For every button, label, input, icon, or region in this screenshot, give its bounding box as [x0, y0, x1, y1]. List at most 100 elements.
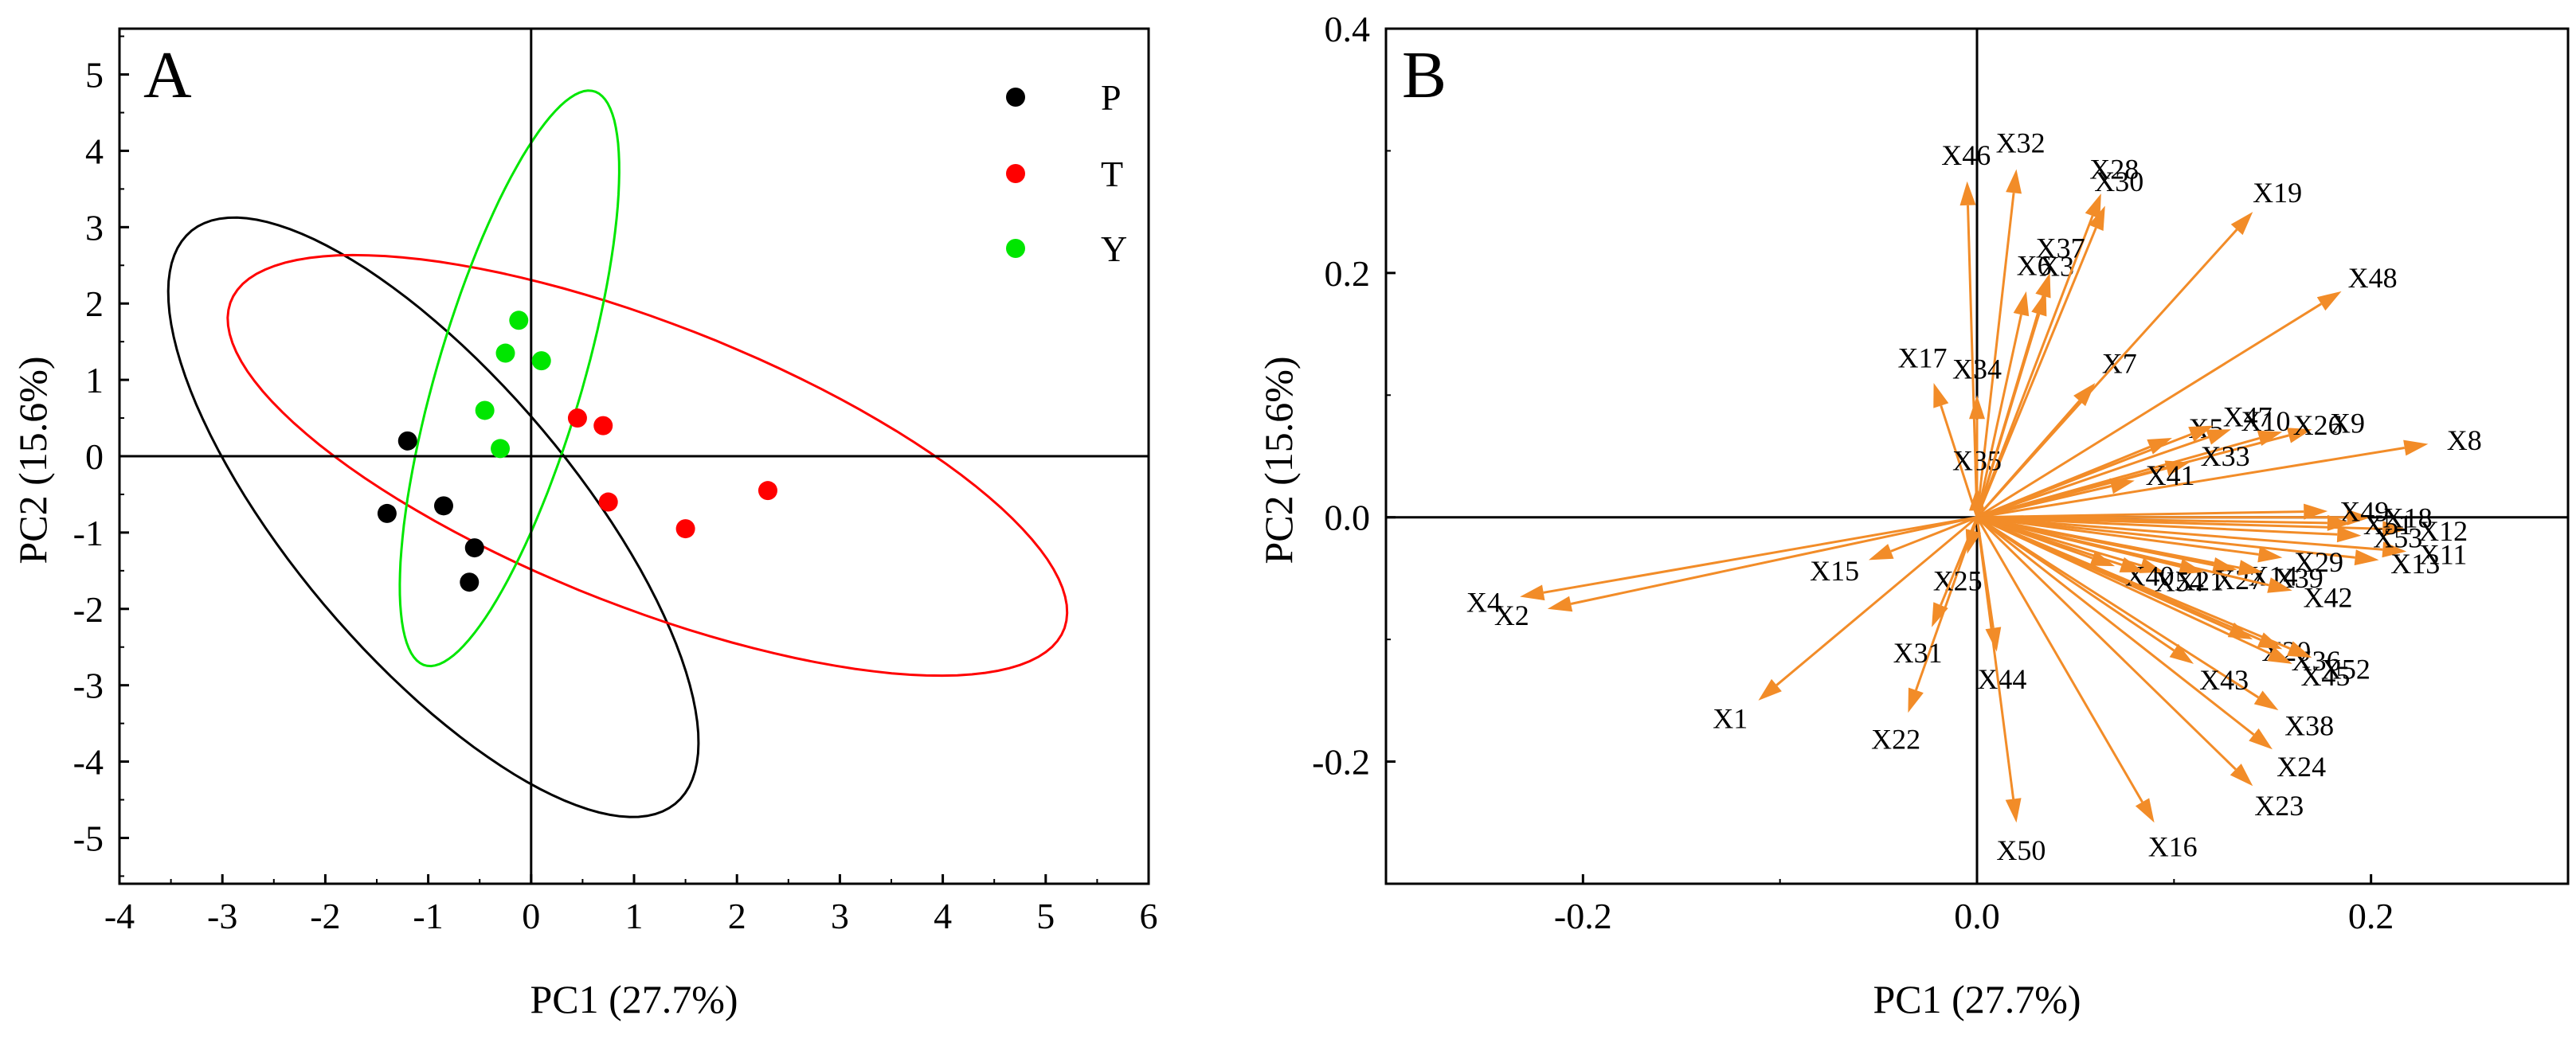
loading-x30: X30 [1975, 166, 2143, 518]
loading-arrow-line [1976, 516, 2175, 652]
loading-arrow-line [1976, 516, 2272, 655]
loading-arrow-line [1976, 436, 2210, 519]
panel-a-x-tick-label: -1 [413, 896, 443, 936]
loading-x4: X4 [1466, 516, 1978, 618]
loading-x39: X39 [1976, 516, 2323, 594]
loading-x1: X1 [1713, 516, 1978, 735]
loading-arrow-head [2119, 557, 2145, 572]
loading-label: X44 [1977, 663, 2026, 695]
loading-arrow-head [1547, 596, 1573, 612]
panel-a-y-tick-label: -2 [73, 589, 104, 630]
loading-arrow-line [1975, 516, 2143, 803]
loading-arrow-line [1976, 516, 2291, 650]
loading-arrow-head [2382, 521, 2407, 537]
legend-label-p: P [1101, 77, 1122, 118]
loading-x23: X23 [1975, 516, 2304, 822]
panel-b-y-tick-label: 0.0 [1325, 498, 1371, 538]
loading-arrow-head [2253, 690, 2279, 711]
loading-arrow-line [1976, 516, 2240, 569]
loading-x18: X18 [1977, 502, 2433, 534]
point-p [433, 496, 453, 516]
panel-a-y-tick-label: 1 [85, 360, 104, 400]
loading-arrow-line [1976, 433, 2192, 519]
loading-label: X15 [1810, 555, 1859, 587]
panel-b-x-tick-label: 0.2 [2348, 896, 2394, 936]
loading-arrow-head [2013, 291, 2030, 317]
panel-a-x-axis-title: PC1 (27.7%) [530, 977, 738, 1021]
loading-label: X6 [2017, 250, 2052, 282]
loading-arrow-line [1976, 516, 2327, 525]
loading-arrow-head [2206, 429, 2232, 445]
loading-arrow-line [1976, 516, 2255, 736]
point-t [758, 481, 777, 501]
loading-arrow-line [1976, 516, 2259, 556]
loading-arrow-head [1933, 382, 1949, 408]
loading-label: X31 [1893, 637, 1943, 669]
panel-b-x-tick-label: -0.2 [1554, 896, 1612, 936]
panel-a-y-tick-label: 4 [85, 131, 104, 171]
loading-arrow-line [1890, 516, 1978, 553]
loading-arrow-head [1908, 687, 1924, 713]
loading-x7: X7 [1975, 347, 2137, 518]
loading-x47: X47 [1976, 400, 2273, 519]
loading-arrow-head [2089, 205, 2105, 232]
loading-arrow-head [2249, 728, 2273, 750]
loading-arrow-line [1976, 516, 2338, 536]
panel-b-y-tick-label: 0.2 [1325, 253, 1371, 294]
loading-x19: X19 [1975, 177, 2302, 518]
loading-label: X38 [2284, 709, 2334, 741]
panel-b-letter: B [1402, 38, 1447, 112]
loading-x32: X32 [1975, 127, 2046, 518]
loading-label: X4 [1466, 586, 1501, 618]
loading-arrow-line [1976, 485, 2112, 519]
loading-arrow-line [1975, 227, 2097, 518]
point-t [675, 519, 695, 539]
loading-x52: X52 [1976, 516, 2370, 685]
loading-x13: X13 [1976, 516, 2440, 580]
loading-arrow-head [2316, 291, 2342, 311]
loading-arrow-line [1543, 516, 1978, 594]
panel-a-points [377, 311, 777, 592]
loading-arrow-head [2006, 169, 2022, 194]
panel-a-x-tick-label: -2 [310, 896, 340, 936]
panel-a-x-tick-label: 1 [625, 896, 644, 936]
loading-label: X52 [2321, 653, 2370, 685]
panel-a-x-tick-label: 0 [522, 896, 540, 936]
panel-a-x-tick-label: 5 [1036, 896, 1055, 936]
loading-arrow-line [1940, 517, 1979, 606]
loading-label: X11 [2419, 538, 2468, 570]
legend-marker-t [1006, 164, 1025, 183]
loading-x48: X48 [1976, 262, 2398, 518]
loading-arrow-line [1975, 215, 2094, 518]
loading-arrow-line [1976, 303, 2322, 518]
loading-x16: X16 [1975, 516, 2198, 863]
loading-arrow-head [2354, 549, 2379, 566]
point-y [509, 311, 529, 330]
loading-label: X12 [2418, 515, 2468, 547]
loading-arrow-head [2257, 546, 2283, 563]
panel-a-y-tick-label: 2 [85, 283, 104, 324]
ellipse-t [226, 253, 1069, 678]
panel-a-x-tick-label: 2 [728, 896, 746, 936]
loading-arrow-head [1520, 584, 1545, 601]
loading-arrow-line [1976, 516, 2269, 587]
loading-x53: X53 [1976, 516, 2422, 553]
panel-a-y-tick-label: 5 [85, 55, 104, 96]
loading-x10: X10 [1976, 405, 2291, 519]
loading-arrow-head [2347, 509, 2371, 525]
loading-x49: X49 [1976, 495, 2389, 527]
ellipse-p [166, 216, 700, 818]
loading-arrow-head [2035, 272, 2051, 299]
loading-x34: X34 [1952, 353, 2002, 518]
loading-arrow-head [2073, 382, 2096, 407]
panel-a-legend: P T Y [1006, 77, 1127, 269]
point-y [491, 439, 511, 459]
loading-label: X16 [2148, 831, 2198, 863]
legend-marker-y [1006, 239, 1025, 258]
loading-arrow-line [1975, 314, 2022, 518]
loading-arrow-head [2382, 541, 2407, 558]
loading-arrow-head [2304, 503, 2328, 520]
loading-x6: X6 [1975, 250, 2052, 518]
loading-label: X47 [2223, 400, 2273, 432]
